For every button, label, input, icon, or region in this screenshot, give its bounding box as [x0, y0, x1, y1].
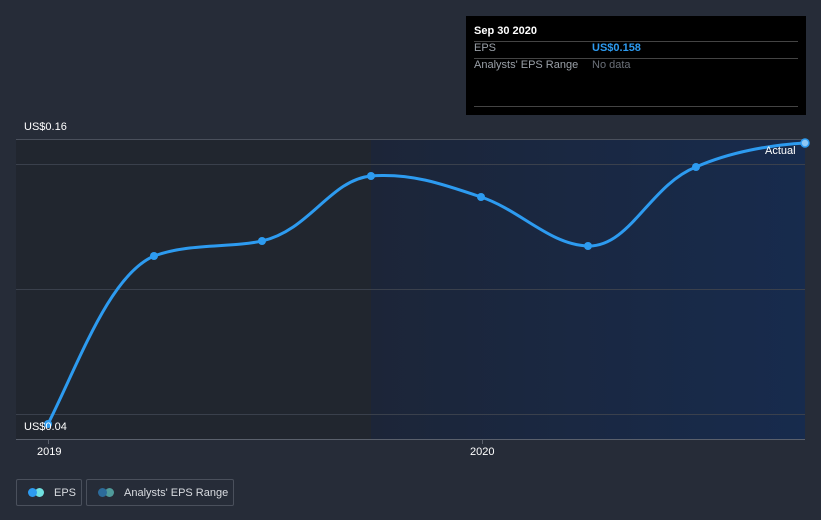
x-label-2019: 2019: [37, 446, 62, 458]
legend-eps-label: EPS: [54, 486, 77, 499]
data-point[interactable]: [477, 193, 485, 201]
y-label-top: US$0.16: [24, 121, 67, 133]
data-point-selected[interactable]: [800, 138, 810, 148]
tooltip: Sep 30 2020 EPS US$0.158 Analysts' EPS R…: [466, 16, 806, 115]
data-point[interactable]: [584, 242, 592, 250]
tooltip-eps-value: US$0.158: [592, 42, 641, 54]
divider: [474, 106, 798, 107]
tooltip-date: Sep 30 2020: [474, 25, 537, 37]
tooltip-range-label: Analysts' EPS Range: [474, 59, 579, 71]
data-point[interactable]: [150, 252, 158, 260]
data-point[interactable]: [692, 163, 700, 171]
legend-range-label: Analysts' EPS Range: [124, 486, 229, 499]
tooltip-eps-label: EPS: [474, 42, 497, 54]
tooltip-range-value: No data: [592, 59, 631, 71]
eps-points: [44, 163, 700, 428]
legend-eps-button[interactable]: EPS: [16, 479, 82, 506]
divider: [474, 41, 798, 42]
legend-range-icon: [98, 488, 114, 497]
x-label-2020: 2020: [470, 446, 495, 458]
actual-annotation: Actual: [765, 145, 796, 157]
legend-eps-icon: [28, 488, 44, 497]
data-point[interactable]: [258, 237, 266, 245]
y-label-bottom: US$0.04: [24, 421, 67, 433]
data-point[interactable]: [44, 420, 52, 428]
data-point[interactable]: [367, 172, 375, 180]
divider: [474, 58, 798, 59]
legend-range-button[interactable]: Analysts' EPS Range: [86, 479, 234, 506]
